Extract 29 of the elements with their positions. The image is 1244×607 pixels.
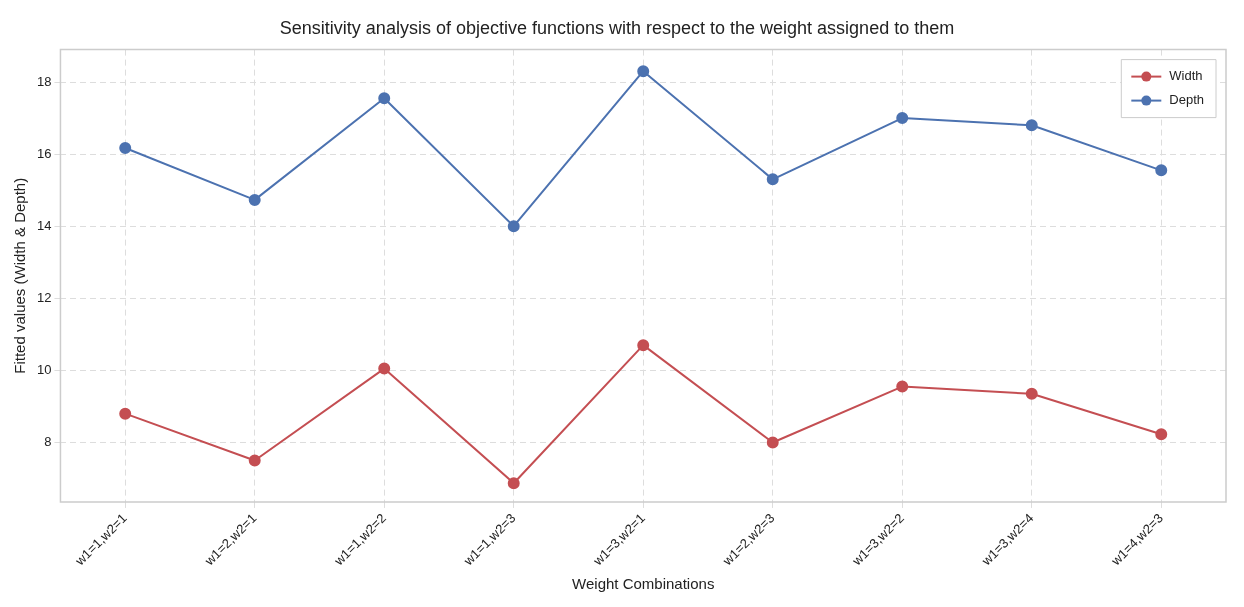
point (766, 173, 779, 186)
y-tick-label: 16 (36, 145, 52, 161)
point (1025, 387, 1038, 400)
point (896, 112, 909, 125)
point (248, 454, 261, 467)
point (1025, 119, 1038, 132)
point (1155, 164, 1168, 177)
y-tick-label: 14 (36, 217, 52, 233)
point (507, 477, 520, 490)
legend-label: Depth (1169, 92, 1205, 108)
x-axis-title: Weight Combinations (572, 575, 715, 593)
point (248, 193, 261, 206)
y-tick-label: 8 (44, 434, 52, 450)
point (1155, 428, 1168, 441)
legend-label: Width (1169, 68, 1203, 84)
y-axis-title: Fitted values (Width & Depth) (11, 177, 29, 374)
y-tick-label: 10 (36, 361, 52, 377)
point (637, 65, 650, 78)
point (896, 380, 909, 393)
point (119, 142, 132, 154)
point (637, 339, 650, 352)
point (507, 220, 520, 233)
point (766, 436, 779, 449)
y-tick-label: 18 (36, 73, 52, 89)
point (119, 407, 132, 420)
point (378, 362, 391, 375)
point (378, 92, 391, 105)
y-tick-label: 12 (36, 289, 52, 305)
chart-title: Sensitivity analysis of objective functions with respect to the weight assigned to them (279, 17, 955, 38)
